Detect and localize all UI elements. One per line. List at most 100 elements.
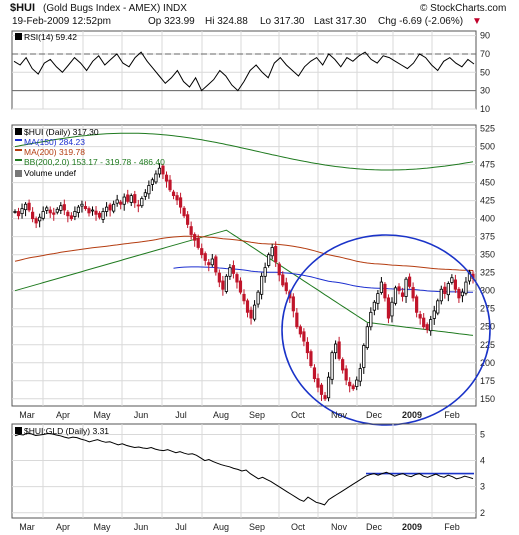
x-axis-label: Dec: [366, 522, 383, 532]
price-ytick-label: 500: [480, 142, 495, 152]
candle-body: [464, 281, 468, 294]
candle-body: [252, 304, 257, 320]
highlight-circle: [281, 234, 491, 426]
candle-body: [76, 206, 81, 213]
candle-body: [97, 212, 102, 218]
candle-body: [341, 359, 345, 371]
x-axis-label: 2009: [402, 522, 422, 532]
candle-body: [425, 324, 429, 331]
candle-body: [443, 286, 447, 295]
candle-body: [133, 194, 137, 204]
candle-body: [203, 253, 207, 261]
candle-body: [386, 297, 391, 319]
legend-ma150: MA(150) 284.23: [24, 137, 85, 147]
candle-body: [376, 293, 380, 304]
ratio-frame: [11, 423, 477, 519]
price-ytick-label: 250: [480, 322, 495, 332]
candle-body: [263, 267, 267, 277]
candle-body: [27, 202, 31, 211]
candle-body: [467, 271, 472, 282]
rsi-series-line: [13, 51, 475, 92]
candle-body: [235, 274, 239, 283]
candle-body: [224, 275, 228, 292]
candle-body: [249, 309, 253, 319]
candle-body: [344, 368, 348, 381]
title-desc: (Gold Bugs Index - AMEX) INDX: [43, 3, 187, 14]
ratio-ytick-label: 5: [480, 429, 485, 439]
price-panel: 5255004754504254003753503253002752502252…: [11, 124, 495, 426]
candle-body: [193, 234, 197, 241]
candle-body: [20, 208, 24, 215]
candle-body: [256, 291, 260, 305]
ratio-legend-label: $HUI:GLD (Daily) 3.31: [24, 426, 109, 436]
candle-body: [453, 279, 457, 290]
ratio-ytick-label: 4: [480, 456, 485, 466]
candle-body: [305, 341, 310, 354]
candle-body: [210, 258, 214, 266]
chart-header: $HUI (Gold Bugs Index - AMEX) INDX © Sto…: [10, 2, 506, 27]
candle-body: [38, 216, 42, 222]
candle-body: [136, 204, 140, 207]
header-last: Last 317.30: [314, 16, 367, 27]
candle-body: [175, 195, 179, 201]
candle-body: [73, 211, 77, 217]
candle-body: [393, 287, 398, 304]
candle-body: [13, 211, 17, 213]
candle-body: [277, 263, 281, 276]
candle-body: [143, 192, 147, 197]
candle-body: [316, 378, 320, 388]
candle-body: [411, 287, 415, 299]
title-symbol: $HUI: [10, 2, 35, 14]
x-axis-label: Sep: [249, 410, 265, 420]
candle-body: [171, 191, 176, 197]
x-axis-label: Nov: [331, 522, 348, 532]
rsi-panel: 90 70 50 30 10 RSI(14) 59.42: [11, 30, 490, 114]
rsi-ytick-label: 70: [480, 49, 490, 59]
price-ytick-label: 350: [480, 250, 495, 260]
x-axis-label: Nov: [331, 410, 348, 420]
candle-body: [105, 206, 109, 212]
candle-body: [112, 203, 116, 212]
rsi-frame: [11, 30, 477, 110]
candle-body: [55, 208, 59, 213]
candle-body: [52, 212, 56, 215]
candle-body: [115, 199, 119, 204]
price-ytick-label: 525: [480, 124, 495, 134]
rsi-ytick-label: 90: [480, 31, 490, 41]
candle-body: [337, 341, 341, 359]
candle-body: [41, 211, 45, 219]
header-open: Op 323.99: [148, 16, 195, 27]
ma150-series-line: [173, 266, 474, 293]
candle-body: [429, 319, 433, 332]
candle-body: [69, 215, 73, 220]
candle-body: [228, 267, 232, 277]
price-ytick-label: 225: [480, 340, 495, 350]
candle-body: [48, 209, 52, 214]
legend-ma200: MA(200) 319.78: [24, 147, 85, 157]
price-ytick-label: 375: [480, 232, 495, 242]
rsi-ytick-label: 50: [480, 67, 490, 77]
candle-body: [372, 301, 376, 311]
candle-body: [168, 179, 172, 191]
candle-body: [45, 207, 49, 211]
candle-body: [129, 195, 133, 203]
x-axis-label: Oct: [291, 522, 306, 532]
price-ytick-label: 150: [480, 394, 495, 404]
price-legend: $HUI (Daily) 317.30 MA(150) 284.23 MA(20…: [15, 127, 165, 178]
candle-body: [312, 367, 317, 380]
price-ytick-label: 175: [480, 376, 495, 386]
x-axis-label: Aug: [213, 522, 229, 532]
legend-volume: Volume undef: [24, 168, 77, 178]
candle-body: [400, 292, 405, 297]
candle-body: [439, 288, 443, 302]
candle-body: [178, 197, 183, 208]
price-ytick-label: 475: [480, 160, 495, 170]
candle-body: [270, 247, 274, 257]
watermark: © StockCharts.com: [420, 3, 506, 14]
candle-body: [383, 283, 387, 299]
candle-body: [59, 205, 63, 211]
price-ytick-label: 450: [480, 178, 495, 188]
price-x-axis: Mar Apr May Jun Jul Aug Sep Oct Nov Dec 2009 Feb: [19, 410, 460, 420]
price-ytick-label: 400: [480, 214, 495, 224]
